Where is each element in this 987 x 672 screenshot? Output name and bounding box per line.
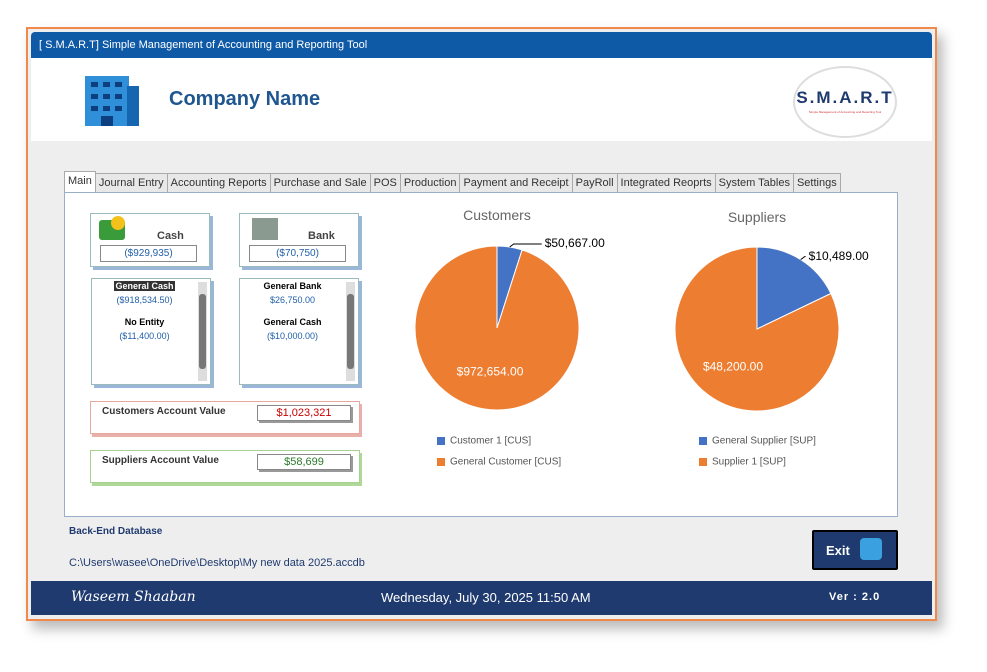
legend-swatch: [437, 437, 445, 445]
title-bar: [ S.M.A.R.T] Simple Management of Accoun…: [31, 32, 932, 58]
legend-label: General Supplier [SUP]: [712, 436, 816, 447]
building-icon: [85, 76, 139, 126]
slice-label: $48,200.00: [703, 359, 763, 373]
suppliers-account-label: Suppliers Account Value: [102, 455, 219, 466]
signature: Waseem Shaaban: [71, 589, 196, 605]
company-name: Company Name: [169, 88, 321, 110]
chart-title: Customers: [463, 207, 531, 223]
legend-swatch: [437, 458, 445, 466]
pie-slice: [414, 245, 580, 411]
scrollbar[interactable]: [346, 282, 355, 381]
customers-chart: Customers $50,667.00 Customer 1 [CUS] $972,…: [414, 207, 605, 468]
exit-label: Exit: [826, 543, 850, 558]
bank-item-value: $26,750.00: [269, 295, 316, 305]
cash-value: ($929,935): [100, 245, 197, 262]
cash-label: Cash: [157, 230, 184, 242]
bank-card: Bank ($70,750): [239, 213, 359, 267]
tab[interactable]: Journal Entry: [94, 173, 168, 192]
bank-value: ($70,750): [249, 245, 346, 262]
bank-item-name: General Bank: [263, 281, 322, 291]
legend-swatch: [699, 437, 707, 445]
database-label: Back-End Database: [69, 526, 163, 537]
tab[interactable]: Purchase and Sale: [269, 173, 371, 192]
exit-icon: [860, 538, 882, 560]
header: Company Name S.M.A.R.T Simple Management…: [31, 58, 932, 141]
bank-icon: [252, 218, 278, 240]
cash-item-value: ($918,534.50): [116, 295, 173, 305]
slice-label: $50,667.00: [545, 236, 605, 250]
smart-logo: S.M.A.R.T Simple Management of Accountin…: [793, 66, 897, 138]
database-path: C:\Users\wasee\OneDrive\Desktop\My new d…: [69, 557, 365, 569]
tab[interactable]: POS: [369, 173, 401, 192]
legend-swatch: [699, 458, 707, 466]
cash-card: Cash ($929,935): [90, 213, 210, 267]
tab[interactable]: Settings: [792, 173, 841, 192]
customers-account-value: $1,023,321: [257, 405, 351, 421]
chart-title: Suppliers: [728, 209, 786, 225]
window-frame: [ S.M.A.R.T] Simple Management of Accoun…: [26, 27, 937, 621]
customers-account: Customers Account Value $1,023,321: [90, 401, 360, 434]
cash-item-name: General Cash: [92, 281, 197, 291]
coin-icon: [111, 216, 125, 230]
slice-label: $10,489.00: [809, 249, 869, 263]
tab[interactable]: Main: [64, 171, 96, 192]
logo-text: S.M.A.R.T: [796, 88, 894, 107]
cash-item-name: No Entity: [124, 317, 165, 327]
bank-item-value: ($10,000.00): [266, 331, 319, 341]
pie-slice: [756, 246, 832, 330]
tab-panel: Cash ($929,935) Bank ($70,750) General C…: [64, 192, 898, 517]
leader-line: [800, 256, 806, 260]
bank-label: Bank: [308, 230, 335, 242]
cash-item-value: ($11,400.00): [119, 331, 170, 341]
logo-subtitle: Simple Management of Accounting and Repo…: [808, 110, 882, 114]
tab[interactable]: Production: [399, 173, 461, 192]
suppliers-account: Suppliers Account Value $58,699: [90, 450, 360, 483]
slice-label: $972,654.00: [457, 365, 524, 379]
legend-label: Customer 1 [CUS]: [450, 436, 531, 447]
tab[interactable]: PayRoll: [571, 173, 618, 192]
legend-label: Supplier 1 [SUP]: [712, 457, 786, 468]
tab[interactable]: System Tables: [714, 173, 794, 192]
datetime: Wednesday, July 30, 2025 11:50 AM: [381, 590, 591, 605]
tab-bar: Main Journal Entry Accounting Reports Purch…: [64, 171, 841, 192]
pie-slice: [674, 246, 840, 412]
tab[interactable]: Integrated Reoprts: [616, 173, 716, 192]
leader-line: [509, 243, 542, 248]
suppliers-chart: Suppliers $10,489.00 General Supplier [SUP…: [674, 209, 869, 468]
suppliers-account-value: $58,699: [257, 454, 351, 470]
scrollbar[interactable]: [198, 282, 207, 381]
bank-item-name: General Cash: [263, 317, 322, 327]
tab[interactable]: Accounting Reports: [166, 173, 271, 192]
bank-list: General Bank $26,750.00 General Cash ($1…: [239, 278, 359, 385]
exit-button[interactable]: Exit: [812, 530, 898, 570]
footer: Waseem Shaaban Wednesday, July 30, 2025 …: [31, 581, 932, 615]
customers-account-label: Customers Account Value: [102, 406, 226, 417]
cash-list: General Cash ($918,534.50) No Entity ($1…: [91, 278, 211, 385]
tab[interactable]: Payment and Receipt: [459, 173, 573, 192]
window-title: [ S.M.A.R.T] Simple Management of Accoun…: [39, 39, 368, 51]
legend-label: General Customer [CUS]: [450, 457, 561, 468]
version: Ver : 2.0: [829, 591, 881, 603]
selected-item: General Cash: [114, 281, 175, 291]
